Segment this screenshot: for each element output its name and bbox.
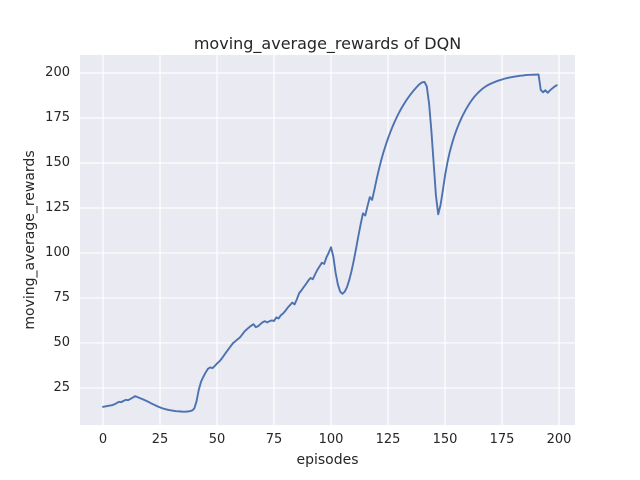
x-tick-label: 150 (432, 432, 458, 447)
y-tick-label: 100 (45, 244, 70, 260)
y-axis-label: moving_average_rewards (22, 150, 38, 330)
plot-background (80, 55, 575, 425)
plot-area (80, 55, 575, 425)
x-tick-label: 175 (489, 432, 515, 447)
y-tick-label: 200 (45, 64, 70, 80)
series-line (102, 73, 558, 413)
x-axis-label: episodes (296, 452, 359, 468)
grid-layer (80, 55, 575, 425)
x-tick-label: 75 (265, 432, 283, 447)
x-tick-label: 200 (546, 432, 572, 447)
y-tick-label: 75 (53, 289, 70, 305)
plot-svg (80, 55, 575, 425)
y-tick-label: 25 (53, 379, 70, 395)
x-tick-label: 50 (208, 432, 226, 447)
chart-title: moving_average_rewards of DQN (193, 34, 462, 53)
y-tick-label: 50 (53, 334, 70, 350)
x-tick-label: 0 (98, 432, 108, 447)
y-tick-label: 125 (45, 199, 70, 215)
x-tick-label: 25 (151, 432, 169, 447)
series-layer (102, 73, 558, 413)
y-tick-label: 175 (45, 109, 70, 125)
y-tick-label: 150 (45, 154, 70, 170)
x-tick-label: 125 (375, 432, 401, 447)
x-tick-label: 100 (318, 432, 344, 447)
